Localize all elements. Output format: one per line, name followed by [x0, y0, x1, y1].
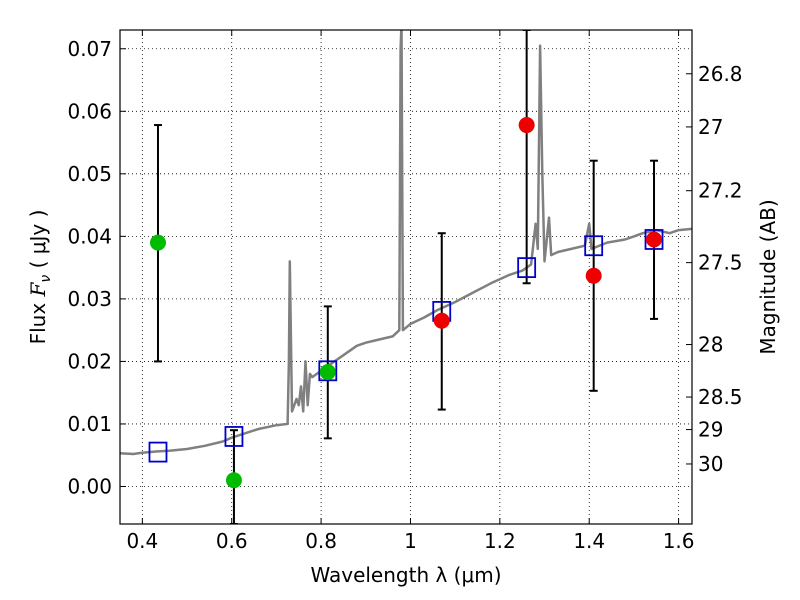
right-tick-label: 27.2: [698, 179, 743, 203]
y-axis-label-suffix: ( μJy ): [26, 210, 50, 275]
photometry-point: [319, 364, 336, 381]
y-axis-label-subscript: ν: [38, 275, 54, 283]
ticks: 0.4 0.6 0.8 1 1.2 1.4 1.6 0.00 0.01 0.02 0.03 0.04 0…: [67, 30, 743, 553]
model-square-marker: [148, 441, 168, 463]
photometry-point: [518, 117, 535, 134]
y-axis-label: Flux Fν ( μJy ): [26, 210, 54, 345]
y-tick-label: 0.07: [67, 37, 112, 61]
right-tick-label: 28.5: [698, 385, 743, 409]
x-tick-label: 1.6: [663, 529, 695, 553]
right-tick-label: 26.8: [698, 62, 743, 86]
y-tick-label: 0.01: [67, 412, 112, 436]
y-tick-label: 0.00: [67, 474, 112, 498]
y-axis-label-symbol: F: [26, 281, 50, 297]
x-tick-label: 0.4: [126, 529, 158, 553]
error-bars: [153, 30, 659, 524]
spectrum-line: [120, 30, 692, 456]
markers: [148, 117, 664, 489]
x-tick-label: 1.4: [573, 529, 605, 553]
model-square-marker: [224, 426, 244, 447]
model-square-marker: [318, 360, 338, 382]
x-tick-label: 0.8: [305, 529, 337, 553]
grid: [120, 30, 692, 524]
spectrum-path: [120, 30, 692, 456]
y-tick-label: 0.04: [67, 224, 112, 248]
photometry-point: [149, 234, 166, 251]
model-square-marker: [584, 235, 604, 257]
y-tick-label: 0.05: [67, 162, 112, 186]
y-tick-label: 0.06: [67, 99, 112, 123]
x-tick-label: 1: [404, 529, 417, 553]
right-tick-label: 28: [698, 333, 723, 357]
photometry-point: [433, 312, 450, 329]
model-square-marker: [644, 229, 664, 250]
photometry-point: [646, 231, 663, 248]
photometry-point: [225, 472, 242, 489]
right-tick-label: 27: [698, 115, 723, 139]
model-square-marker: [517, 257, 537, 279]
right-tick-label: 30: [698, 452, 723, 476]
x-tick-label: 1.2: [484, 529, 516, 553]
plot-frame: [119, 29, 693, 525]
photometry-point: [585, 267, 602, 284]
right-axis-label: Magnitude (AB): [756, 199, 780, 354]
right-tick-label: 27.5: [698, 251, 743, 275]
x-axis-label: Wavelength λ (μm): [310, 563, 501, 587]
y-tick-label: 0.02: [67, 349, 112, 373]
y-tick-label: 0.03: [67, 287, 112, 311]
y-axis-label-prefix: Flux: [26, 296, 50, 344]
x-tick-label: 0.6: [216, 529, 248, 553]
right-tick-label: 29: [698, 418, 723, 442]
